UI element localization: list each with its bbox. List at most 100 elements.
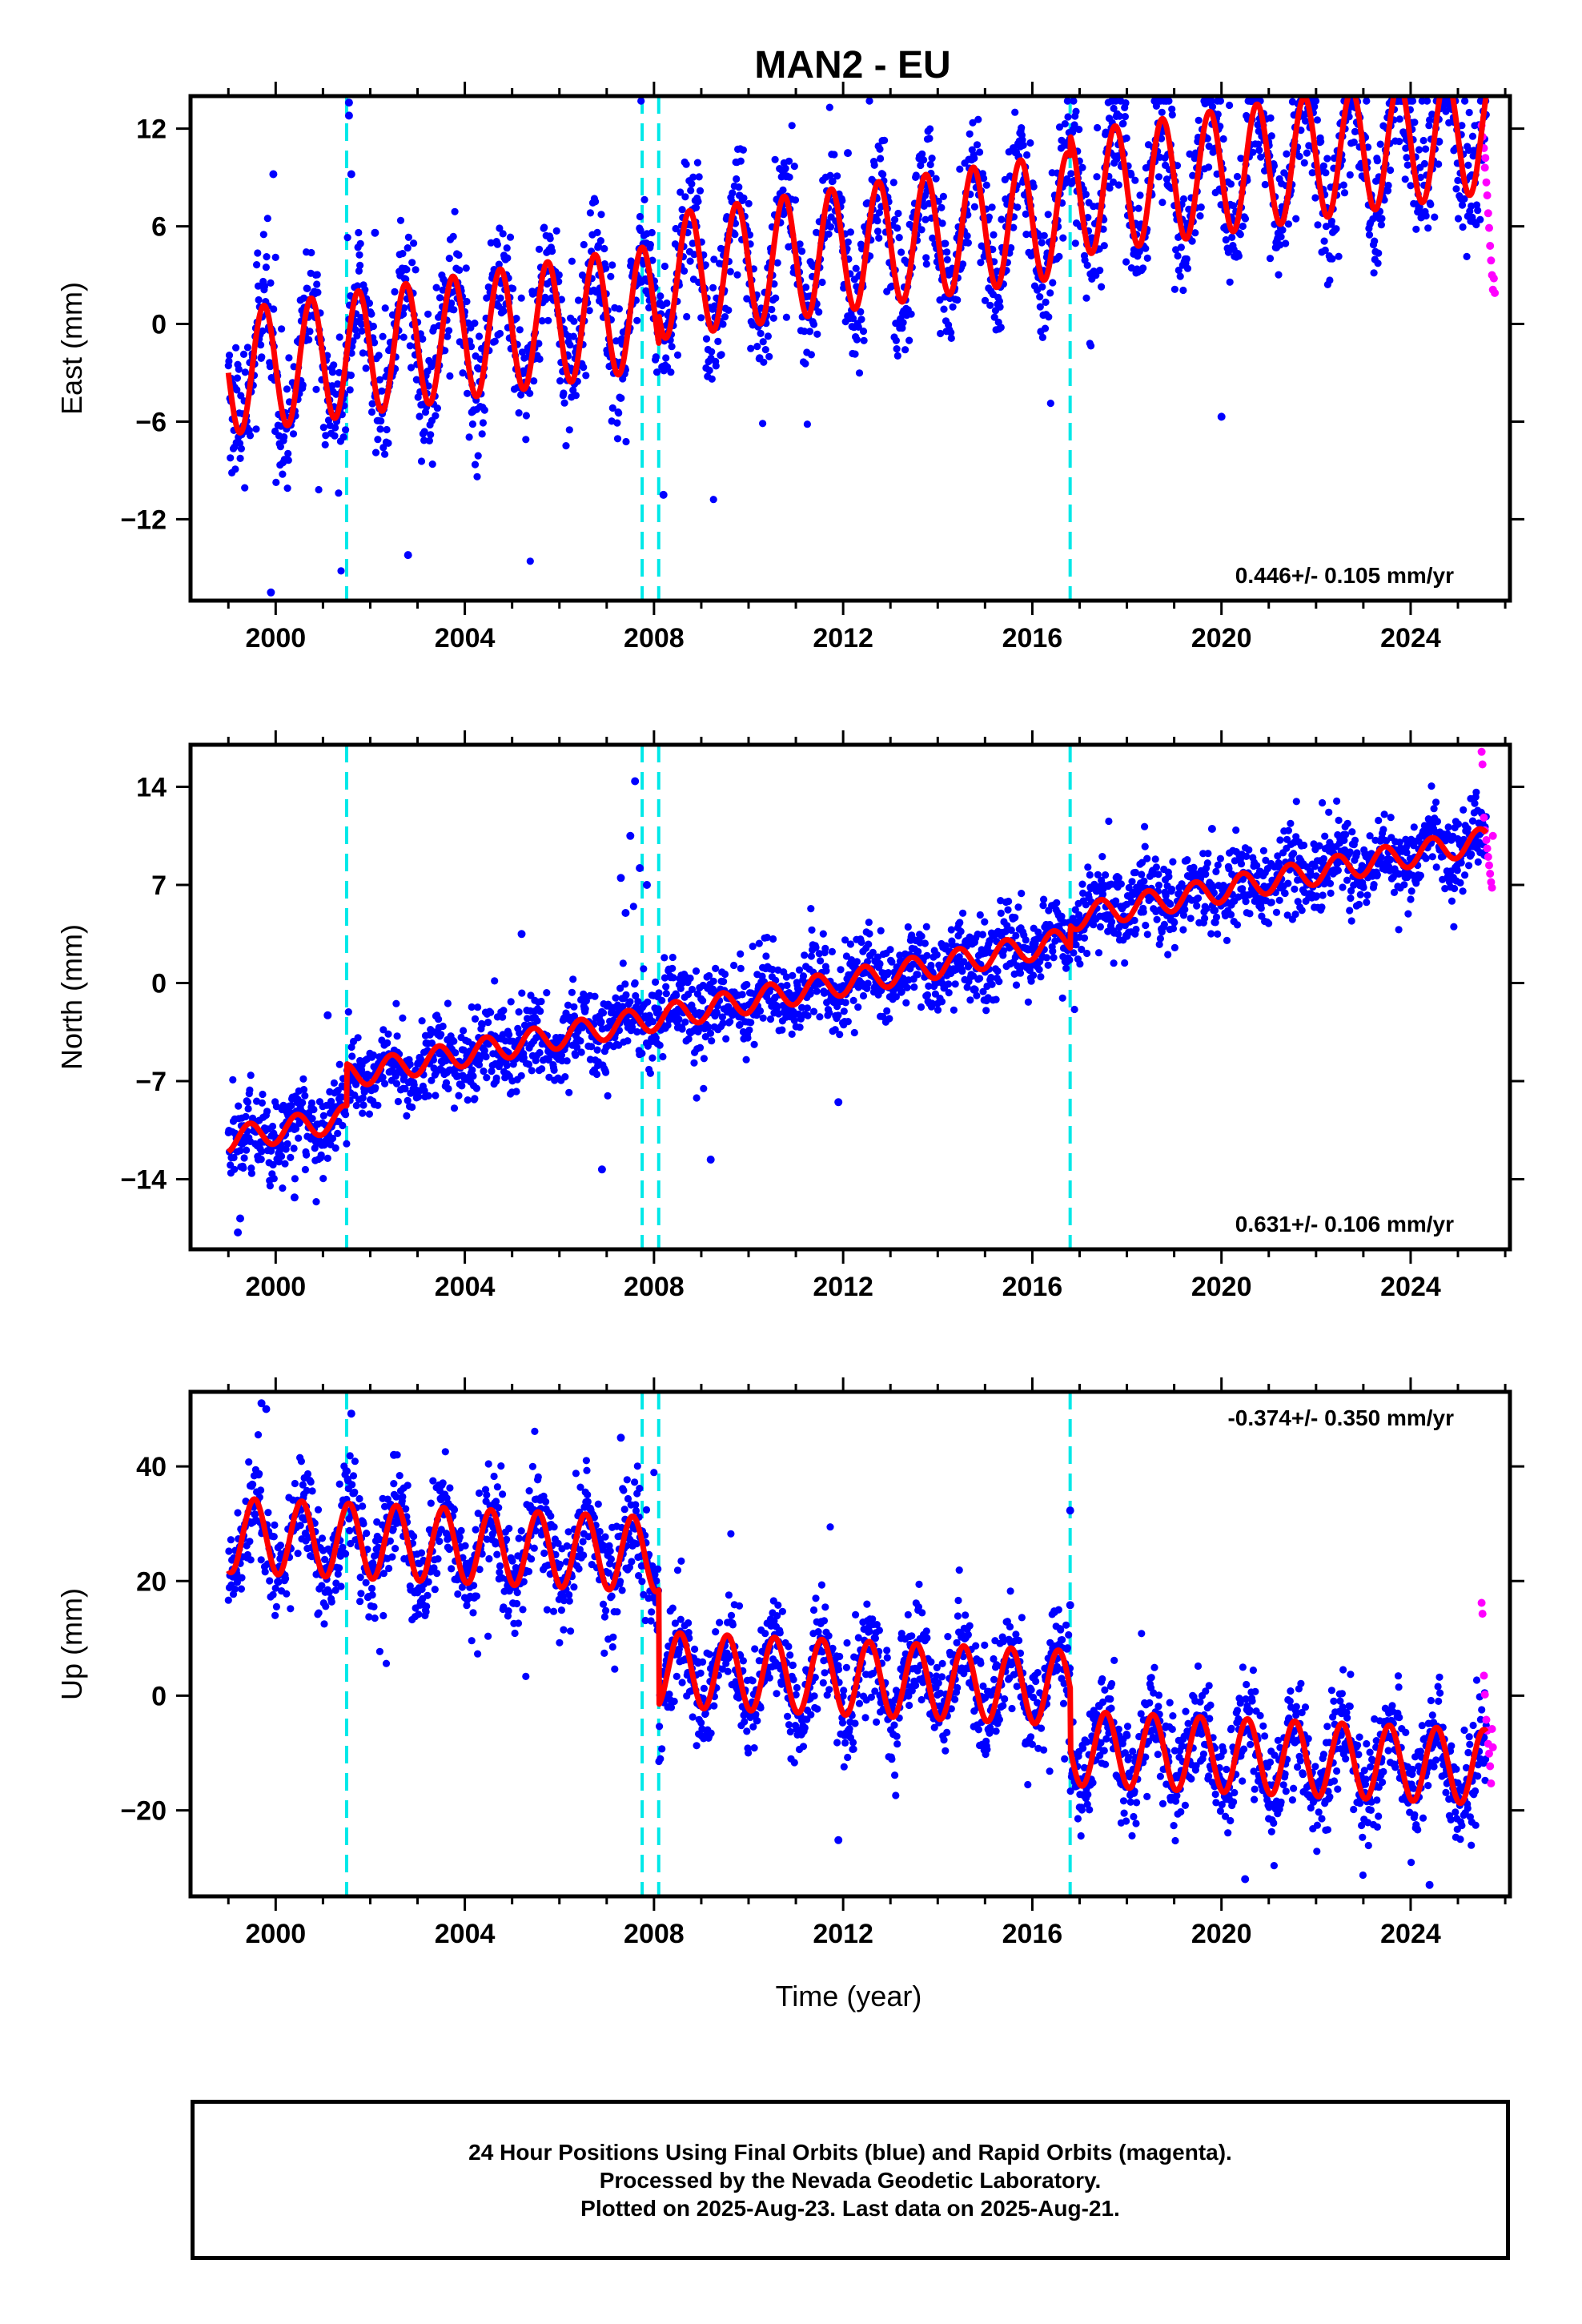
final-orbit-point bbox=[1328, 255, 1336, 263]
final-orbit-point bbox=[1053, 899, 1061, 907]
final-orbit-point bbox=[597, 1018, 605, 1026]
final-orbit-point bbox=[960, 958, 968, 966]
final-orbit-point bbox=[237, 444, 245, 452]
final-orbit-point bbox=[873, 227, 882, 235]
final-orbit-point bbox=[631, 979, 639, 987]
final-orbit-point bbox=[921, 215, 930, 223]
final-orbit-point bbox=[947, 334, 955, 342]
final-orbit-point bbox=[503, 244, 511, 252]
final-orbit-point bbox=[1287, 819, 1295, 827]
final-orbit-point bbox=[942, 942, 950, 950]
final-orbit-point bbox=[478, 430, 486, 438]
final-orbit-point bbox=[1071, 906, 1079, 914]
final-orbit-point bbox=[791, 196, 800, 204]
final-orbit-point bbox=[1174, 251, 1182, 260]
final-orbit-point bbox=[613, 419, 621, 427]
final-orbit-point bbox=[520, 354, 528, 362]
final-orbit-point bbox=[524, 1060, 533, 1068]
final-orbit-point bbox=[613, 435, 622, 443]
final-orbit-point bbox=[662, 983, 670, 991]
final-orbit-point bbox=[638, 1049, 646, 1057]
final-orbit-point bbox=[1255, 146, 1263, 155]
final-orbit-point bbox=[1359, 883, 1367, 891]
final-orbit-point bbox=[1395, 138, 1403, 146]
outlier-point bbox=[1009, 144, 1018, 152]
final-orbit-point bbox=[939, 192, 947, 200]
final-orbit-point bbox=[1061, 120, 1069, 128]
final-orbit-point bbox=[1323, 155, 1331, 163]
final-orbit-point bbox=[536, 1048, 544, 1057]
final-orbit-point bbox=[465, 433, 473, 441]
final-orbit-point bbox=[1096, 267, 1104, 275]
final-orbit-point bbox=[963, 232, 971, 240]
outlier-point bbox=[347, 170, 355, 179]
final-orbit-point bbox=[692, 203, 701, 211]
final-orbit-point bbox=[697, 314, 705, 322]
final-orbit-point bbox=[416, 412, 424, 420]
final-orbit-point bbox=[640, 965, 648, 973]
final-orbit-point bbox=[517, 1072, 525, 1080]
final-orbit-point bbox=[284, 456, 292, 464]
final-orbit-point bbox=[536, 1007, 544, 1015]
final-orbit-point bbox=[1275, 271, 1283, 279]
final-orbit-point bbox=[1326, 879, 1335, 887]
final-orbit-point bbox=[378, 387, 386, 395]
final-orbit-point bbox=[241, 484, 249, 492]
final-orbit-point bbox=[428, 1076, 436, 1084]
final-orbit-point bbox=[312, 1198, 320, 1206]
final-orbit-point bbox=[516, 326, 524, 334]
final-orbit-point bbox=[988, 980, 996, 988]
final-orbit-point bbox=[846, 940, 854, 948]
final-orbit-point bbox=[555, 271, 563, 279]
final-orbit-point bbox=[560, 389, 568, 397]
final-orbit-point bbox=[1267, 899, 1275, 907]
final-orbit-point bbox=[1319, 798, 1327, 807]
final-orbit-point bbox=[272, 1103, 280, 1111]
final-orbit-point bbox=[1066, 956, 1074, 964]
final-orbit-point bbox=[743, 980, 751, 989]
final-orbit-point bbox=[1284, 826, 1292, 834]
final-orbit-point bbox=[444, 999, 452, 1007]
final-orbit-point bbox=[1295, 152, 1303, 160]
final-orbit-point bbox=[482, 1052, 490, 1061]
final-orbit-point bbox=[403, 1112, 411, 1120]
final-orbit-point bbox=[1420, 159, 1428, 168]
final-orbit-point bbox=[506, 233, 515, 241]
final-orbit-point bbox=[491, 977, 499, 985]
final-orbit-point bbox=[1298, 907, 1306, 915]
final-orbit-point bbox=[471, 1015, 480, 1023]
final-orbit-point bbox=[332, 390, 340, 398]
final-orbit-point bbox=[721, 313, 729, 321]
final-orbit-point bbox=[947, 926, 955, 934]
final-orbit-point bbox=[626, 998, 634, 1006]
final-orbit-point bbox=[484, 1019, 492, 1027]
final-orbit-point bbox=[505, 1031, 513, 1039]
final-orbit-point bbox=[909, 960, 917, 968]
final-orbit-point bbox=[981, 918, 989, 926]
final-orbit-point bbox=[480, 1047, 488, 1055]
final-orbit-point bbox=[645, 304, 653, 312]
final-orbit-point bbox=[1319, 891, 1327, 899]
final-orbit-point bbox=[359, 1101, 367, 1109]
final-orbit-point bbox=[917, 161, 925, 170]
final-orbit-point bbox=[279, 1184, 287, 1192]
final-orbit-point bbox=[1046, 289, 1054, 297]
final-orbit-point bbox=[904, 923, 912, 931]
final-orbit-point bbox=[1121, 113, 1129, 121]
final-orbit-point bbox=[468, 1066, 476, 1074]
final-orbit-point bbox=[1141, 822, 1149, 830]
final-orbit-point bbox=[455, 1092, 463, 1100]
final-orbit-point bbox=[1225, 865, 1233, 873]
final-orbit-point bbox=[1119, 119, 1127, 127]
final-orbit-point bbox=[582, 372, 590, 380]
final-orbit-point bbox=[886, 946, 894, 954]
final-orbit-point bbox=[976, 975, 984, 983]
rapid-orbit-point bbox=[1484, 209, 1492, 218]
final-orbit-point bbox=[929, 234, 937, 242]
final-orbit-point bbox=[685, 1035, 693, 1043]
final-orbit-point bbox=[1272, 908, 1281, 916]
final-orbit-point bbox=[592, 1070, 601, 1079]
final-orbit-point bbox=[806, 990, 814, 998]
final-orbit-point bbox=[1468, 132, 1477, 140]
final-orbit-point bbox=[406, 1060, 414, 1068]
